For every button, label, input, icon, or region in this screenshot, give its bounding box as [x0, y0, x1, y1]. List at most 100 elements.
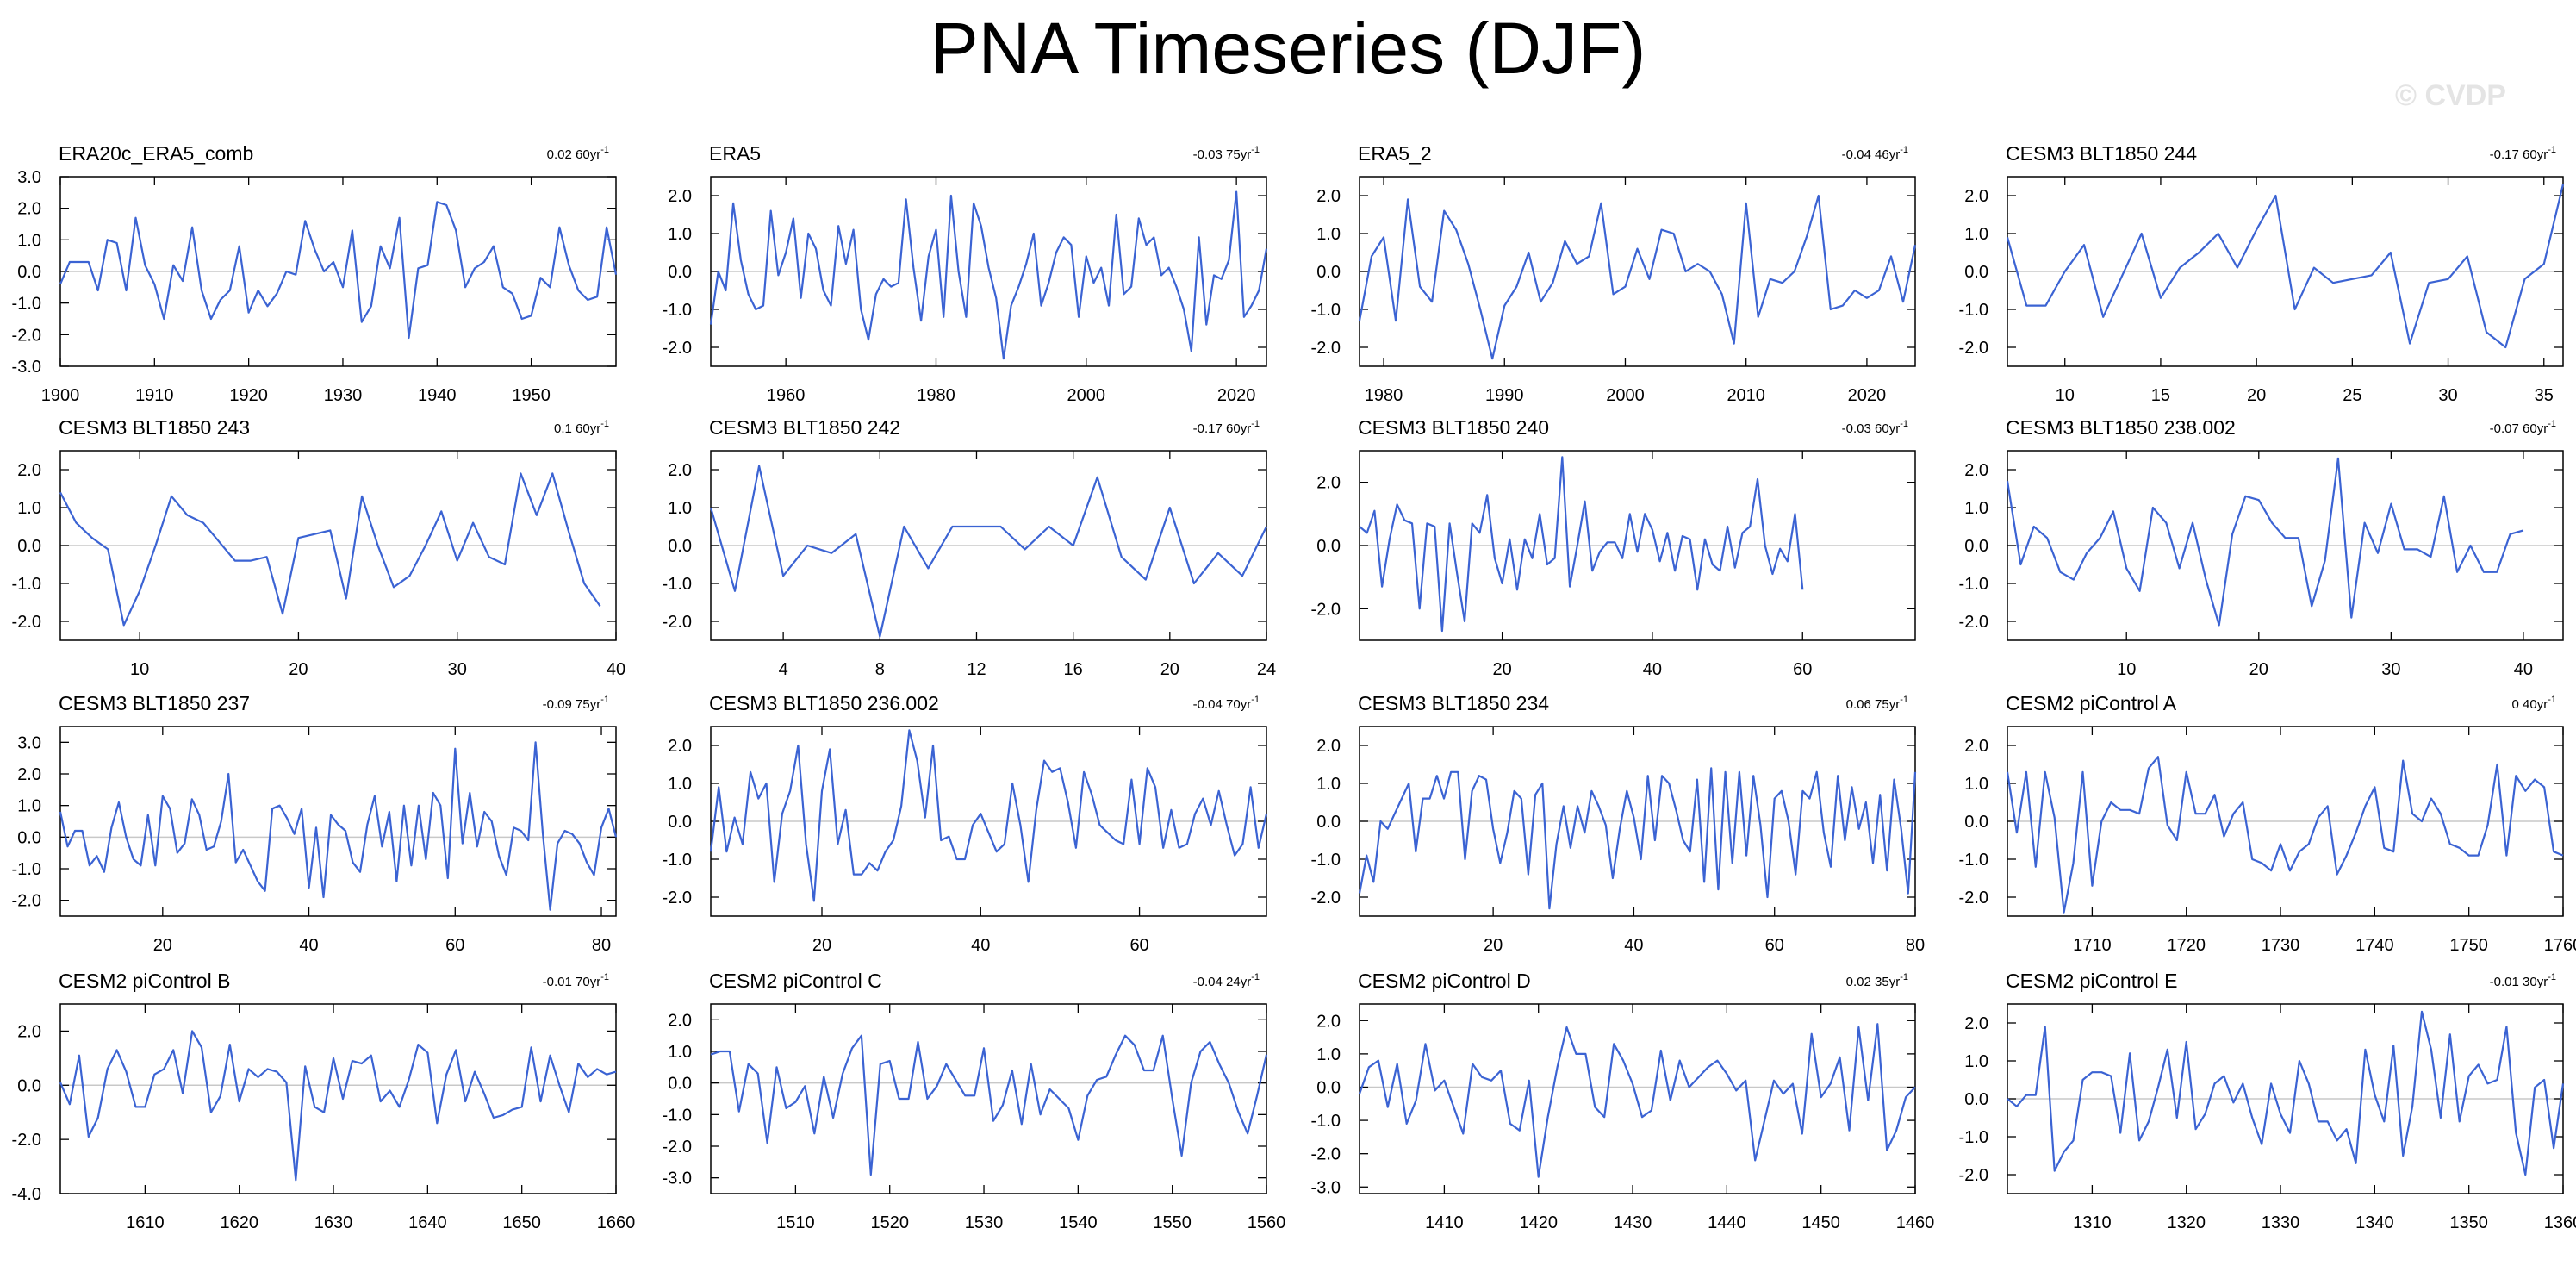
x-tick-label: 1460 [1896, 1213, 1935, 1232]
trend-label: -0.04 70yr-1 [1193, 695, 1260, 712]
x-tick-label: 1610 [126, 1213, 165, 1232]
trend-label: 0.02 35yr-1 [1846, 972, 1908, 989]
trend-label: -0.03 75yr-1 [1193, 145, 1260, 162]
y-tick-label: 0.0 [1316, 813, 1341, 832]
x-tick-label: 2020 [1217, 386, 1256, 405]
trend-label: 0 40yr-1 [2512, 695, 2556, 712]
trend-label: -0.01 30yr-1 [2490, 972, 2556, 989]
y-tick-label: -2.0 [12, 1131, 41, 1150]
x-tick-label: 1350 [2449, 1213, 2488, 1232]
panel-2: ERA5 -0.03 75yr-1 -2.0 -1.0 0.0 1.0 2.0 1960 198… [663, 142, 1268, 405]
x-tick-label: 16 [1064, 660, 1083, 679]
trend-superscript: -1 [1251, 419, 1260, 429]
y-tick-label: 2.0 [1316, 737, 1341, 756]
y-tick-label: -2.0 [1311, 600, 1341, 619]
series-line [2006, 756, 2564, 914]
x-tick-label: 2000 [1067, 386, 1106, 405]
y-tick-label: -1.0 [663, 1106, 692, 1125]
y-tick-label: 2.0 [1316, 187, 1341, 206]
y-tick-label: -2.0 [12, 326, 41, 345]
x-tick-label: 1720 [2167, 936, 2206, 955]
trend-label: 0.1 60yr-1 [554, 419, 609, 436]
x-tick-label: 1900 [41, 386, 80, 405]
trend-superscript: -1 [2548, 419, 2556, 429]
x-tick-label: 20 [153, 936, 172, 955]
trend-superscript: -1 [2548, 145, 2556, 155]
x-tick-label: 1560 [1248, 1213, 1286, 1232]
y-tick-label: 2.0 [1316, 1012, 1341, 1031]
y-tick-label: -2.0 [12, 892, 41, 911]
trend-value: -0.17 60yr [2490, 147, 2548, 162]
x-tick-label: 30 [2381, 660, 2400, 679]
trend-label: 0.02 60yr-1 [547, 145, 609, 162]
x-tick-label: 40 [1624, 936, 1643, 955]
x-tick-label: 1630 [314, 1213, 353, 1232]
y-tick-label: -1.0 [1959, 851, 1988, 870]
y-tick-label: -1.0 [663, 575, 692, 594]
x-tick-label: 25 [2343, 386, 2361, 405]
plot-frame [710, 1003, 1267, 1194]
y-tick-label: -2.0 [1311, 889, 1341, 907]
x-tick-label: 60 [445, 936, 464, 955]
trend-superscript: -1 [1251, 695, 1260, 705]
x-tick-label: 4 [779, 660, 788, 679]
x-tick-label: 1730 [2262, 936, 2300, 955]
series-line [59, 201, 618, 340]
x-tick-label: 1360 [2544, 1213, 2576, 1232]
x-tick-label: 1910 [135, 386, 174, 405]
trend-value: -0.01 30yr [2490, 975, 2548, 989]
plot-frame [1359, 1003, 1916, 1194]
y-tick-label: -1.0 [663, 851, 692, 870]
y-tick-label: 2.0 [1964, 187, 1988, 206]
panel-title: CESM3 BLT1850 242 [709, 416, 900, 439]
y-tick-label: 3.0 [17, 168, 41, 187]
x-tick-label: 1410 [1425, 1213, 1464, 1232]
y-tick-label: 2.0 [17, 1022, 41, 1041]
x-tick-label: 20 [1484, 936, 1503, 955]
y-tick-label: -2.0 [663, 339, 692, 358]
y-tick-label: 0.0 [1316, 263, 1341, 282]
y-tick-label: 1.0 [1964, 499, 1988, 518]
y-tick-label: 2.0 [1316, 474, 1341, 493]
y-tick-label: 0.0 [17, 828, 41, 847]
panel-4: CESM3 BLT1850 244 -0.17 60yr-1 -2.0 -1.0 0.0… [1959, 142, 2565, 405]
series-line [2006, 457, 2524, 627]
x-tick-label: 20 [2249, 660, 2268, 679]
y-tick-label: 2.0 [1964, 737, 1988, 756]
x-tick-label: 20 [2247, 386, 2266, 405]
y-tick-label: 1.0 [1964, 1052, 1988, 1071]
trend-superscript: -1 [1900, 419, 1908, 429]
trend-superscript: -1 [1251, 972, 1260, 982]
x-tick-label: 1420 [1519, 1213, 1558, 1232]
y-tick-label: 2.0 [1964, 1014, 1988, 1033]
trend-value: 0.1 60yr [554, 421, 600, 436]
series-line [2006, 184, 2565, 349]
y-tick-label: 0.0 [668, 1075, 692, 1094]
trend-superscript: -1 [1251, 145, 1260, 155]
x-tick-label: 60 [1765, 936, 1784, 955]
x-tick-label: 1920 [229, 386, 268, 405]
trend-label: -0.04 24yr-1 [1193, 972, 1260, 989]
x-tick-label: 10 [130, 660, 149, 679]
series-line [2007, 1010, 2565, 1176]
series-line [1358, 767, 1917, 910]
x-tick-label: 40 [1643, 660, 1662, 679]
y-tick-label: 1.0 [1964, 775, 1988, 794]
x-tick-label: 1940 [418, 386, 457, 405]
y-tick-label: 0.0 [668, 263, 692, 282]
panel-5: CESM3 BLT1850 243 0.1 60yr-1 -2.0 -1.0 0.0 1.… [12, 416, 626, 679]
y-tick-label: 0.0 [1964, 813, 1988, 832]
x-tick-label: 1990 [1485, 386, 1524, 405]
panel-13: CESM2 piControl B -0.01 70yr-1 -4.0 -2.0 0.0… [12, 970, 636, 1232]
panel-title: CESM3 BLT1850 237 [59, 692, 250, 714]
panel-title: CESM2 piControl E [2006, 970, 2177, 992]
panel-6: CESM3 BLT1850 242 -0.17 60yr-1 -2.0 -1.0 0.0… [663, 416, 1277, 679]
x-tick-label: 20 [812, 936, 831, 955]
x-tick-label: 1450 [1801, 1213, 1840, 1232]
y-tick-label: 0.0 [1316, 537, 1341, 556]
y-tick-label: 1.0 [17, 499, 41, 518]
y-tick-label: -1.0 [1959, 1128, 1988, 1147]
y-tick-label: 1.0 [17, 231, 41, 250]
panel-title: ERA20c_ERA5_comb [59, 142, 253, 165]
